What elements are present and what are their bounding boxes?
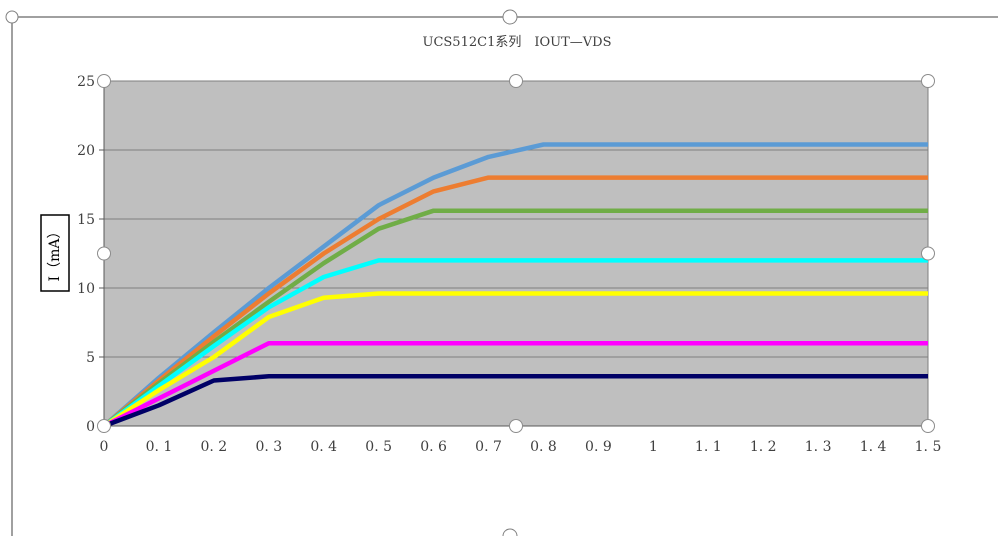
y-tick-label: 0: [86, 419, 95, 435]
y-axis-tick-labels: 0 5 10 15 20 25: [77, 74, 95, 435]
x-tick-label: 0. 2: [201, 439, 228, 455]
x-tick-label: 0. 8: [530, 439, 557, 455]
x-tick-label: 1. 4: [860, 439, 887, 455]
plot-area-handles: [97, 74, 935, 433]
series-layer: [102, 142, 928, 429]
series-line-3[interactable]: [102, 208, 928, 428]
y-axis-title-box: [40, 214, 70, 292]
x-tick-label: 1: [649, 439, 658, 455]
y-tick-label: 15: [77, 212, 95, 228]
chart-title[interactable]: UCS512C1系列 IOUT—VDS: [423, 35, 612, 50]
chart-resize-handle-top-left[interactable]: [5, 10, 19, 24]
plot-area-background[interactable]: [103, 80, 929, 427]
x-tick-label: 0. 4: [310, 439, 337, 455]
x-tick-label: 1. 5: [915, 439, 942, 455]
x-tick-label: 0: [100, 439, 109, 455]
series-line-1[interactable]: [102, 142, 928, 428]
x-tick-label: 1. 3: [805, 439, 832, 455]
x-tick-label: 0. 9: [585, 439, 612, 455]
plot-area-resize-handle-top-right[interactable]: [921, 74, 935, 88]
x-tick-label: 0. 6: [420, 439, 447, 455]
plot-area-resize-handle-top-left[interactable]: [97, 74, 111, 88]
x-axis-tick-labels: 0 0. 1 0. 2 0. 3 0. 4 0. 5 0. 6 0. 7 0. 8 0. 9 1 1.…: [100, 439, 942, 455]
series-line-7[interactable]: [103, 374, 928, 429]
plot-area-resize-handle-bottom[interactable]: [509, 419, 523, 433]
series-line-5[interactable]: [102, 291, 928, 428]
y-tick-label: 10: [77, 281, 95, 297]
y-tick-label: 5: [86, 350, 95, 366]
chart-resize-handle-top[interactable]: [502, 9, 518, 25]
x-tick-label: 1. 2: [750, 439, 777, 455]
x-tick-label: 0. 5: [365, 439, 392, 455]
plot-area-resize-handle-bottom-right[interactable]: [921, 419, 935, 433]
y-tick-label: 25: [77, 74, 95, 90]
series-line-2[interactable]: [102, 175, 928, 428]
x-tick-label: 1. 1: [695, 439, 722, 455]
y-axis-title-text: I（mA）: [47, 225, 63, 282]
y-axis-title[interactable]: I（mA）: [40, 214, 70, 292]
x-tick-label: 0. 1: [146, 439, 173, 455]
y-tick-label: 20: [77, 143, 95, 159]
x-tick-label: 0. 7: [475, 439, 502, 455]
x-tick-label: 0. 3: [255, 439, 282, 455]
series-line-6[interactable]: [102, 340, 928, 429]
series-line-4[interactable]: [102, 258, 928, 428]
plot-area-resize-handle-left[interactable]: [97, 246, 111, 261]
plot-area-resize-handle-top[interactable]: [509, 74, 523, 88]
plot-area-resize-handle-right[interactable]: [921, 246, 935, 261]
chart-resize-handle-bottom[interactable]: [502, 528, 518, 540]
plot-area-resize-handle-bottom-left[interactable]: [97, 419, 111, 433]
